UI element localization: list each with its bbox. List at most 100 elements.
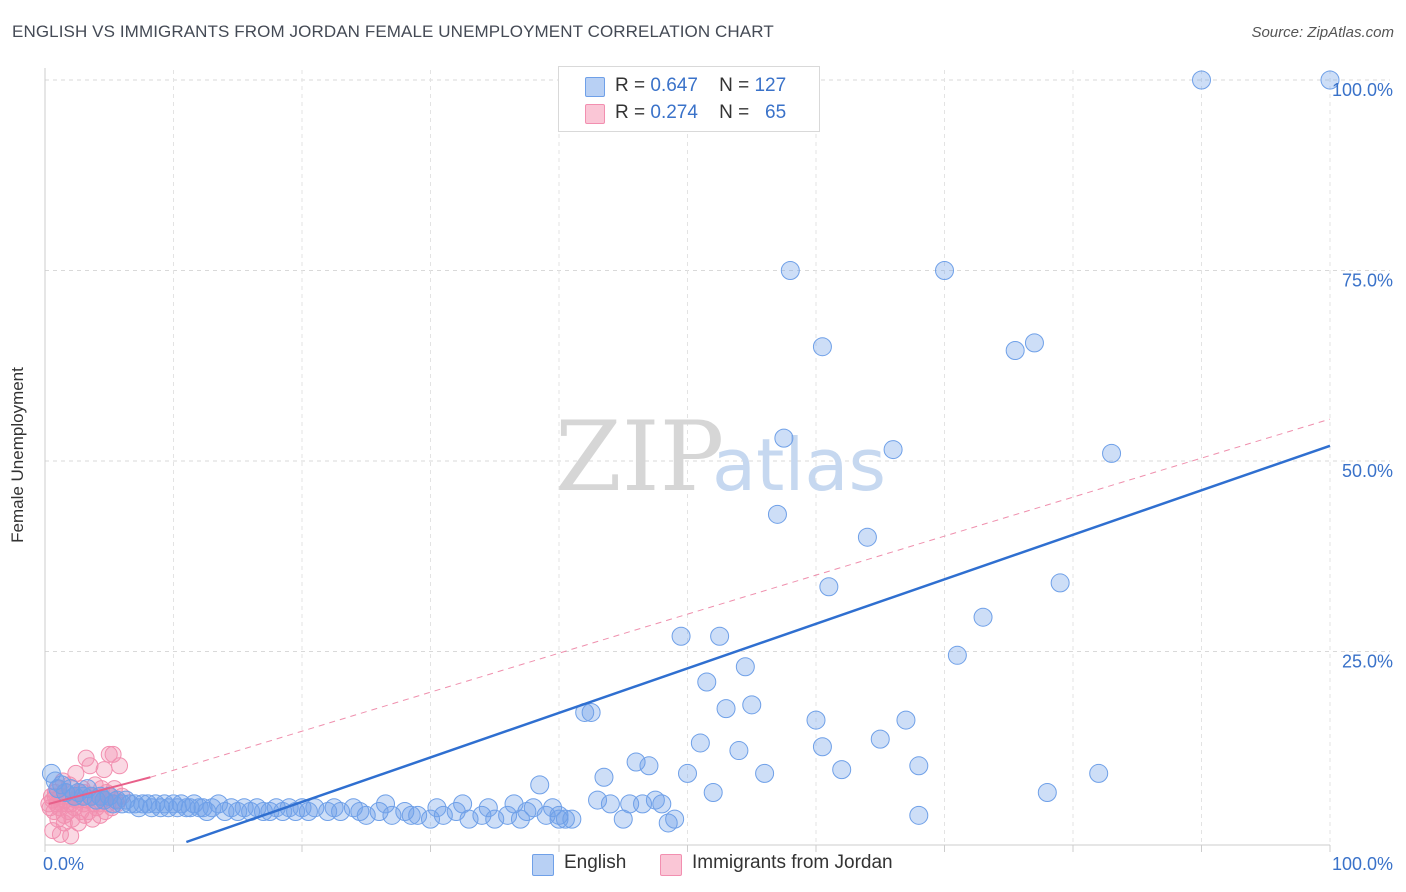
bottom-legend-label-english: English (564, 852, 627, 873)
english-point (678, 763, 697, 783)
english-point (1050, 573, 1070, 593)
jordan-point (77, 749, 95, 767)
legend-jordan-n-value: 65 (765, 102, 787, 123)
legend-jordan-r-label: R = (615, 102, 646, 123)
jordan-point (111, 757, 129, 775)
english-point (767, 504, 787, 524)
english-point (729, 741, 749, 761)
english-point (549, 805, 569, 825)
axes (44, 68, 1331, 852)
bottom-legend-label-jordan: Immigrants from Jordan (692, 852, 893, 873)
legend-jordan-n-label: N = (719, 102, 750, 123)
english-point (421, 809, 440, 829)
grid-lines (45, 70, 1390, 845)
english-point (716, 699, 736, 719)
jordan-trend-line (48, 776, 151, 805)
english-point (510, 809, 530, 829)
english-point (626, 752, 646, 772)
english-point (138, 794, 158, 814)
english-point (356, 805, 376, 825)
english-point (581, 702, 601, 722)
y-tick-label: 75.0% (1342, 271, 1393, 291)
watermark-zip: ZIP (555, 401, 724, 513)
english-point (478, 798, 498, 818)
english-point (832, 760, 852, 780)
english-point (376, 794, 396, 814)
tick-labels: 25.0% 50.0% 75.0% 100.0% 0.0% 100.0% (43, 80, 1393, 874)
jordan-point (81, 757, 99, 775)
english-point (331, 802, 351, 822)
english-point (665, 809, 685, 829)
english-point (530, 775, 550, 795)
english-point (594, 767, 614, 787)
english-point (1102, 443, 1122, 463)
jordan-point (100, 745, 118, 763)
english-point (947, 645, 967, 665)
chart-title: ENGLISH VS IMMIGRANTS FROM JORDAN FEMALE… (12, 22, 774, 41)
x-tick-label-min: 0.0% (43, 854, 84, 874)
jordan-point (84, 810, 102, 828)
english-point (433, 805, 453, 825)
english-point (806, 710, 826, 730)
english-point (735, 657, 755, 677)
english-point (1192, 70, 1211, 90)
english-point (1320, 70, 1340, 90)
legend-english-n-value: 127 (754, 75, 787, 96)
jordan-trend-extension (150, 418, 1331, 778)
english-point (935, 261, 954, 280)
english-point (588, 790, 608, 810)
y-tick-label: 100.0% (1332, 80, 1393, 100)
english-point (690, 733, 710, 753)
y-axis-label: Female Unemployment (8, 367, 27, 543)
english-point (1089, 763, 1109, 783)
jordan-point (49, 810, 67, 828)
english-point (459, 809, 479, 829)
english-points (41, 70, 1340, 833)
source-label: Source: ZipAtlas.com (1251, 24, 1394, 41)
legend-english-r-label: R = (615, 75, 646, 96)
legend-swatch-english (585, 77, 605, 97)
english-point (485, 809, 505, 829)
english-point (652, 794, 672, 814)
english-point (498, 805, 518, 825)
english-point (600, 794, 620, 814)
english-point (819, 577, 839, 597)
jordan-point (95, 761, 113, 779)
legend-english-n-label: N = (719, 75, 750, 96)
bottom-legend-swatch-english (532, 854, 554, 876)
english-point (774, 428, 794, 448)
english-point (427, 798, 447, 818)
english-point (151, 798, 171, 818)
english-trend-line (185, 444, 1331, 844)
english-point (896, 710, 916, 730)
y-tick-label: 25.0% (1342, 652, 1393, 672)
legend-jordan-r-value: 0.274 (650, 102, 698, 123)
watermark-atlas: atlas (712, 423, 886, 507)
english-point (1024, 333, 1044, 353)
x-tick-label-max: 100.0% (1332, 854, 1393, 874)
english-point (208, 794, 228, 814)
english-point (633, 794, 653, 814)
english-point (870, 729, 890, 749)
english-point (812, 737, 832, 757)
legend-swatch-jordan (585, 104, 605, 124)
english-point (1005, 341, 1025, 361)
english-point (401, 805, 421, 825)
english-point (543, 798, 563, 818)
english-point (382, 805, 402, 825)
english-point (703, 782, 723, 802)
english-point (973, 607, 993, 627)
english-point (710, 626, 730, 646)
english-point (671, 626, 691, 646)
english-point (472, 805, 492, 825)
english-point (883, 440, 903, 460)
english-point (755, 763, 775, 783)
y-tick-label: 50.0% (1342, 461, 1393, 481)
english-point (408, 805, 428, 825)
jordan-point (67, 764, 85, 782)
english-point (1037, 782, 1057, 802)
bottom-legend-swatch-jordan (660, 854, 682, 876)
english-point (909, 805, 929, 825)
correlation-legend: R = 0.647 N = 127 R = 0.274 N = 65 (558, 66, 820, 132)
